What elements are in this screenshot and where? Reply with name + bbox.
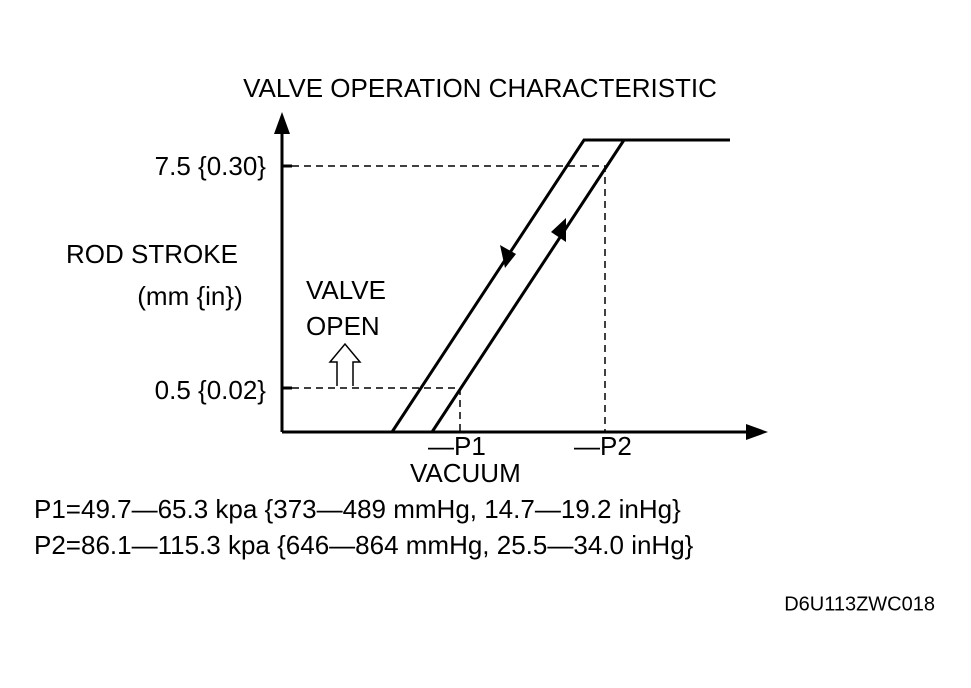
up-arrow (551, 218, 566, 242)
down-arrow (500, 245, 516, 268)
figure-code: D6U113ZWC018 (784, 593, 935, 615)
y-label: (mm {in}) (137, 281, 242, 311)
note: P2=86.1—115.3 kpa {646—864 mmHg, 25.5—34… (34, 530, 694, 560)
note: P1=49.7—65.3 kpa {373—489 mmHg, 14.7—19.… (34, 494, 681, 524)
y-label: ROD STROKE (66, 239, 238, 269)
closing-line (390, 138, 730, 433)
valve-open-arrow (328, 342, 362, 386)
guide-p2 (292, 165, 606, 432)
y-tick-label: 7.5 {0.30} (155, 151, 267, 181)
annotation: OPEN (306, 311, 380, 341)
x-axis-arrow (746, 424, 768, 440)
x-label: —P2 (574, 431, 632, 461)
title: VALVE OPERATION CHARACTERISTIC (243, 73, 717, 103)
opening-line (430, 139, 626, 433)
x-label: —P1 (428, 431, 486, 461)
y-tick-label: 0.5 {0.02} (155, 375, 267, 405)
y-axis-arrow (274, 112, 290, 134)
x-axis-title: VACUUM (410, 458, 521, 488)
annotation: VALVE (306, 275, 386, 305)
